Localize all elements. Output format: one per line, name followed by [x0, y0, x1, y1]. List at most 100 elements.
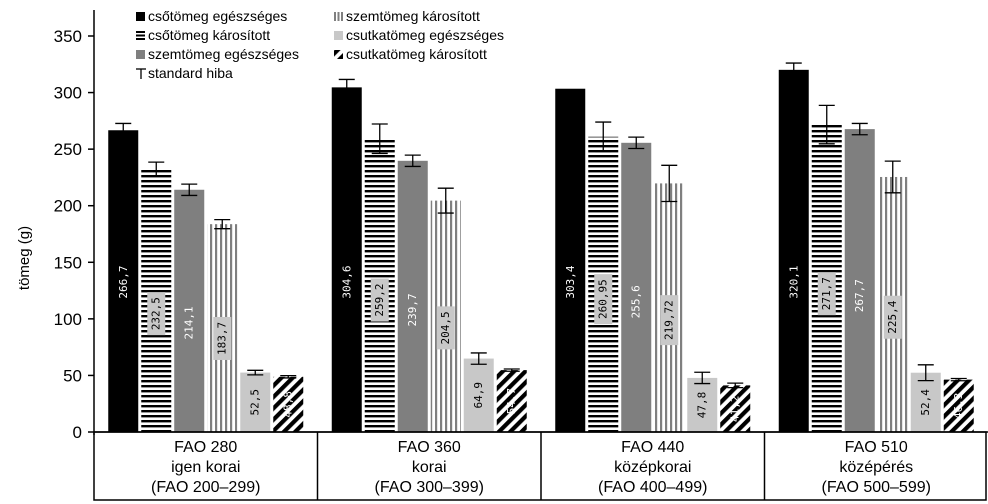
bar-1-2 — [331, 87, 362, 433]
bar-1-3 — [555, 88, 586, 432]
data-label-4-2: 204,5 — [439, 311, 452, 344]
category-label-1-line-2: igen korai — [171, 459, 240, 476]
error-bar-1-4 — [785, 62, 802, 78]
error-bar-2-1 — [148, 161, 165, 177]
legend-label-error: standard hiba — [148, 65, 233, 81]
data-labels-layer: 266,7 232,5 214,1 183,7 52,5 48,8 304,6 259,2 23… — [117, 265, 966, 422]
data-label-6-1: 48,8 — [282, 391, 295, 418]
category-table-border — [93, 431, 987, 501]
error-bars-layer — [115, 62, 967, 389]
y-tick-label: 50 — [63, 366, 82, 385]
data-label-1-3: 303,4 — [564, 265, 577, 298]
error-bar-4-4 — [884, 160, 901, 194]
y-axis-label: tömeg (g) — [16, 226, 33, 290]
bar-3-4 — [844, 129, 875, 432]
error-bar-2-2 — [371, 123, 388, 155]
data-label-1-2: 304,6 — [340, 265, 353, 298]
bar-5-1 — [240, 372, 271, 432]
category-label-4-line-3: (FAO 500–599) — [822, 479, 931, 496]
bar-6-4 — [943, 379, 974, 432]
legend-label-3: szemtömeg egészséges — [148, 46, 299, 62]
data-label-bg — [660, 295, 679, 346]
bar-3-1 — [174, 189, 205, 432]
error-bar-5-1 — [247, 369, 264, 376]
category-label-4-line-2: középérés — [839, 459, 913, 476]
data-label-bg — [370, 278, 389, 322]
error-bar-5-3 — [694, 371, 711, 385]
error-bar-1-2 — [338, 78, 355, 96]
data-label-6-4: 46,3 — [952, 393, 965, 420]
error-bar-3-3 — [628, 136, 645, 150]
y-tick-label: 100 — [54, 310, 82, 329]
error-bar-6-1 — [280, 375, 297, 379]
category-label-2-line-1: FAO 360 — [398, 439, 461, 456]
data-label-4-3: 219,72 — [663, 300, 676, 340]
category-label-1-line-1: FAO 280 — [174, 439, 237, 456]
error-bar-5-4 — [917, 364, 934, 382]
legend-swatch-1 — [136, 12, 145, 21]
data-label-2-3: 260,95 — [597, 279, 610, 319]
y-tick-label: 300 — [54, 84, 82, 103]
error-bar-1-1 — [115, 122, 132, 138]
error-bar-2-3 — [595, 121, 612, 153]
data-label-bg — [147, 292, 166, 336]
data-label-1-4: 320,1 — [787, 265, 800, 298]
error-bar-4-3 — [661, 164, 678, 203]
bar-5-3 — [687, 377, 718, 432]
bar-6-2 — [496, 370, 527, 432]
bar-3-3 — [621, 142, 652, 432]
data-label-bg — [594, 274, 613, 325]
legend-label-1: csőtömeg egészséges — [148, 8, 287, 24]
data-label-5-3: 47,8 — [696, 392, 709, 419]
bar-6-1 — [273, 376, 304, 432]
y-tick-label: 150 — [54, 253, 82, 272]
legend-label-5: csutkatömeg egészséges — [346, 27, 504, 43]
data-label-2-2: 259,2 — [373, 283, 386, 316]
error-bar-3-2 — [404, 154, 421, 168]
data-label-3-2: 239,7 — [406, 293, 419, 326]
data-label-6-2: 54,7 — [505, 388, 518, 415]
category-label-4-line-1: FAO 510 — [845, 439, 908, 456]
data-label-3-1: 214,1 — [183, 306, 196, 339]
y-axis: 0 50 100 150 200 250 300 350 — [54, 10, 95, 442]
error-bar-2-4 — [818, 104, 835, 145]
category-label-1-line-3: (FAO 200–299) — [151, 479, 260, 496]
legend-label-2: csőtömeg károsított — [148, 27, 270, 43]
data-label-1-1: 266,7 — [117, 265, 130, 298]
data-label-4-4: 225,4 — [886, 300, 899, 333]
data-label-3-4: 267,7 — [853, 279, 866, 312]
data-label-5-4: 52,4 — [919, 389, 932, 416]
error-bar-6-2 — [503, 368, 520, 372]
category-label-3-line-3: (FAO 400–499) — [598, 479, 707, 496]
error-bar-5-2 — [470, 352, 487, 365]
data-label-bg — [436, 306, 455, 350]
data-label-bg — [213, 316, 232, 360]
data-label-2-4: 271,7 — [820, 277, 833, 310]
error-bar-4-2 — [437, 187, 454, 214]
bar-1-4 — [778, 69, 809, 432]
bar-3-2 — [397, 160, 428, 432]
legend-error-bar-icon — [136, 68, 146, 79]
error-bar-3-1 — [181, 183, 198, 197]
legend-swatch-6 — [334, 50, 343, 59]
bar-1-1 — [108, 130, 139, 433]
data-label-bg — [883, 295, 902, 339]
category-label-3-line-1: FAO 440 — [621, 439, 684, 456]
error-bar-6-4 — [950, 377, 967, 382]
category-label-2-line-2: korai — [412, 459, 447, 476]
category-label-2-line-3: (FAO 300–399) — [375, 479, 484, 496]
data-label-bg — [817, 272, 836, 316]
category-label-3-line-2: középkorai — [614, 459, 691, 476]
legend-label-6: csutkatömeg károsított — [346, 46, 487, 62]
y-tick-label: 350 — [54, 27, 82, 46]
category-table: FAO 280 igen korai (FAO 200–299) FAO 360 kor… — [93, 431, 987, 501]
data-label-6-3: 41,2 — [729, 395, 742, 422]
data-label-5-2: 64,9 — [472, 382, 485, 409]
legend: csőtömeg egészséges csőtömeg károsított sz… — [136, 8, 504, 81]
bars-layer — [94, 69, 988, 433]
data-label-4-1: 183,7 — [216, 322, 229, 355]
legend-swatch-3 — [136, 50, 145, 59]
legend-label-4: szemtömeg károsított — [346, 8, 480, 24]
error-bar-6-3 — [727, 382, 744, 389]
error-bar-3-4 — [851, 122, 868, 136]
